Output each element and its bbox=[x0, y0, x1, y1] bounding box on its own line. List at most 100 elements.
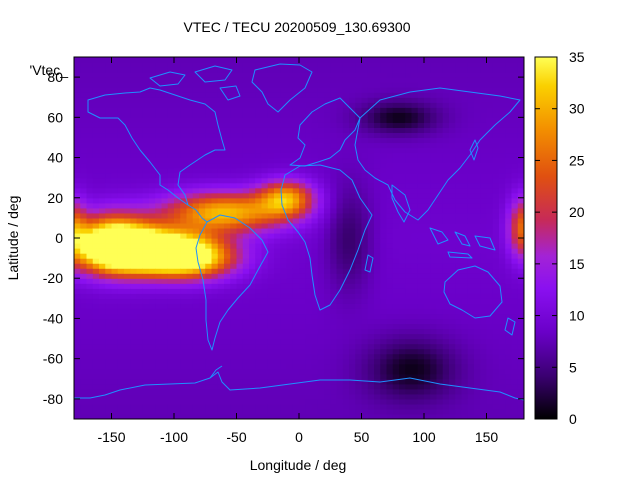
heat-cell bbox=[149, 167, 156, 174]
heat-cell bbox=[292, 222, 300, 229]
heat-cell bbox=[199, 142, 206, 149]
heat-cell bbox=[124, 132, 131, 139]
heat-cell bbox=[492, 238, 500, 244]
heat-cell bbox=[92, 263, 100, 269]
heat-cell bbox=[436, 87, 444, 93]
heat-cell bbox=[255, 202, 263, 209]
heat-cell bbox=[336, 157, 344, 164]
heat-cell bbox=[324, 248, 331, 254]
heat-cell bbox=[486, 283, 494, 289]
heat-cell bbox=[399, 263, 406, 269]
heat-cell bbox=[105, 263, 113, 269]
heat-cell bbox=[174, 227, 181, 234]
heat-cell bbox=[205, 112, 213, 118]
heat-cell bbox=[92, 157, 100, 164]
heat-cell bbox=[305, 338, 313, 345]
heat-cell bbox=[480, 57, 488, 63]
heat-cell bbox=[405, 408, 413, 415]
heat-cell bbox=[111, 348, 119, 355]
heat-cell bbox=[186, 102, 194, 108]
heat-cell bbox=[336, 137, 344, 144]
heat-cell bbox=[199, 122, 206, 128]
heat-cell bbox=[499, 333, 506, 340]
heat-cell bbox=[74, 258, 81, 264]
heat-cell bbox=[330, 92, 338, 98]
heat-cell bbox=[342, 413, 350, 419]
heat-cell bbox=[417, 132, 425, 139]
heat-cell bbox=[324, 82, 331, 88]
heat-cell bbox=[99, 162, 106, 169]
heat-cell bbox=[492, 117, 500, 123]
heat-cell bbox=[336, 388, 344, 395]
heat-cell bbox=[86, 62, 94, 68]
heat-cell bbox=[405, 303, 413, 309]
heat-cell bbox=[361, 117, 369, 123]
heat-cell bbox=[255, 263, 263, 269]
heat-cell bbox=[361, 212, 369, 219]
heat-cell bbox=[461, 398, 469, 405]
heat-cell bbox=[324, 112, 331, 118]
heat-cell bbox=[111, 278, 119, 284]
heat-cell bbox=[149, 127, 156, 134]
heat-cell bbox=[174, 268, 181, 274]
heat-cell bbox=[224, 197, 231, 204]
heat-cell bbox=[111, 137, 119, 144]
heat-cell bbox=[130, 333, 138, 340]
heat-cell bbox=[305, 343, 313, 350]
heat-cell bbox=[342, 62, 350, 68]
heat-cell bbox=[324, 258, 331, 264]
heat-cell bbox=[442, 393, 450, 400]
heat-cell bbox=[486, 413, 494, 419]
heat-cell bbox=[299, 137, 306, 144]
heat-cell bbox=[267, 413, 275, 419]
heat-cell bbox=[149, 187, 156, 194]
heat-cell bbox=[324, 398, 331, 405]
heat-cell bbox=[505, 273, 513, 279]
heat-cell bbox=[486, 202, 494, 209]
heat-cell bbox=[324, 413, 331, 419]
heat-cell bbox=[74, 263, 81, 269]
heat-cell bbox=[86, 232, 94, 239]
heat-cell bbox=[267, 353, 275, 360]
heat-cell bbox=[342, 318, 350, 325]
heat-cell bbox=[174, 363, 181, 370]
heat-cell bbox=[336, 268, 344, 274]
heat-cell bbox=[111, 117, 119, 123]
heat-cell bbox=[224, 62, 231, 68]
heat-cell bbox=[367, 308, 375, 315]
heat-cell bbox=[299, 227, 306, 234]
heat-cell bbox=[142, 253, 150, 259]
heat-cell bbox=[461, 318, 469, 325]
heat-cell bbox=[286, 253, 294, 259]
heat-cell bbox=[492, 112, 500, 118]
heat-cell bbox=[130, 112, 138, 118]
heat-cell bbox=[286, 333, 294, 340]
heat-cell bbox=[224, 318, 231, 325]
heat-cell bbox=[180, 323, 188, 330]
heat-cell bbox=[211, 308, 219, 315]
heat-cell bbox=[161, 212, 169, 219]
heat-cell bbox=[174, 278, 181, 284]
heat-cell bbox=[492, 373, 500, 380]
heat-cell bbox=[305, 107, 313, 113]
heat-cell bbox=[324, 122, 331, 128]
heat-cell bbox=[367, 127, 375, 134]
heat-cell bbox=[324, 368, 331, 375]
heat-cell bbox=[205, 248, 213, 254]
heat-cell bbox=[230, 167, 238, 174]
heat-cell bbox=[205, 353, 213, 360]
heat-cell bbox=[467, 77, 475, 83]
heat-cell bbox=[336, 107, 344, 113]
heat-cell bbox=[349, 212, 356, 219]
heat-cell bbox=[417, 393, 425, 400]
heat-cell bbox=[449, 348, 456, 355]
heat-cell bbox=[361, 333, 369, 340]
heat-cell bbox=[274, 127, 281, 134]
heat-cell bbox=[167, 413, 175, 419]
heat-cell bbox=[480, 177, 488, 184]
heat-cell bbox=[430, 388, 438, 395]
heat-cell bbox=[474, 243, 481, 249]
heat-cell bbox=[211, 393, 219, 400]
heat-cell bbox=[386, 227, 394, 234]
heat-cell bbox=[392, 122, 400, 128]
